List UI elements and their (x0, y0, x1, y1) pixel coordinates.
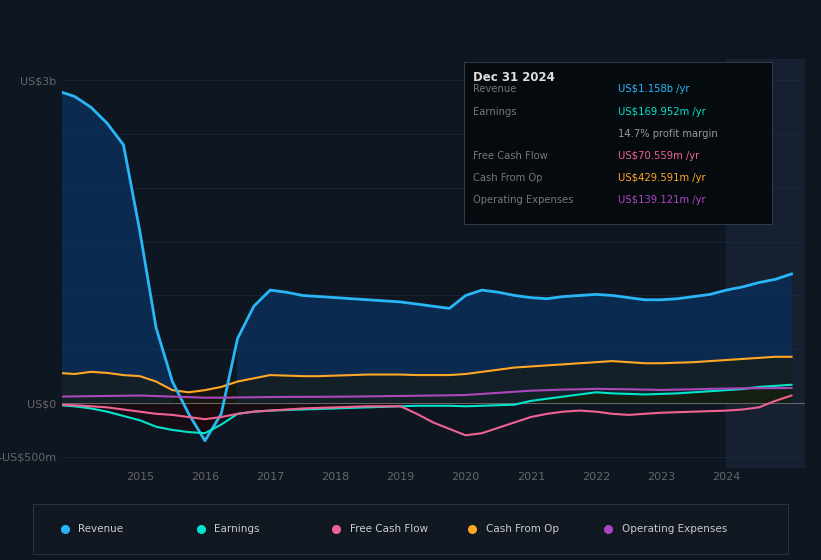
Text: 14.7% profit margin: 14.7% profit margin (617, 129, 718, 139)
Text: US$429.591m /yr: US$429.591m /yr (617, 173, 705, 183)
Text: US$70.559m /yr: US$70.559m /yr (617, 151, 699, 161)
Text: Earnings: Earnings (214, 524, 259, 534)
Text: US$169.952m /yr: US$169.952m /yr (617, 106, 705, 116)
Bar (727, 59, 805, 468)
Text: Operating Expenses: Operating Expenses (473, 195, 574, 206)
Text: Cash From Op: Cash From Op (486, 524, 559, 534)
Text: Operating Expenses: Operating Expenses (622, 524, 727, 534)
Text: Earnings: Earnings (473, 106, 516, 116)
Text: Free Cash Flow: Free Cash Flow (473, 151, 548, 161)
Text: Dec 31 2024: Dec 31 2024 (473, 71, 555, 85)
Text: Revenue: Revenue (78, 524, 123, 534)
Text: US$1.158b /yr: US$1.158b /yr (617, 85, 690, 94)
Text: Free Cash Flow: Free Cash Flow (350, 524, 429, 534)
Text: Revenue: Revenue (473, 85, 516, 94)
Text: Cash From Op: Cash From Op (473, 173, 543, 183)
Text: US$139.121m /yr: US$139.121m /yr (617, 195, 705, 206)
